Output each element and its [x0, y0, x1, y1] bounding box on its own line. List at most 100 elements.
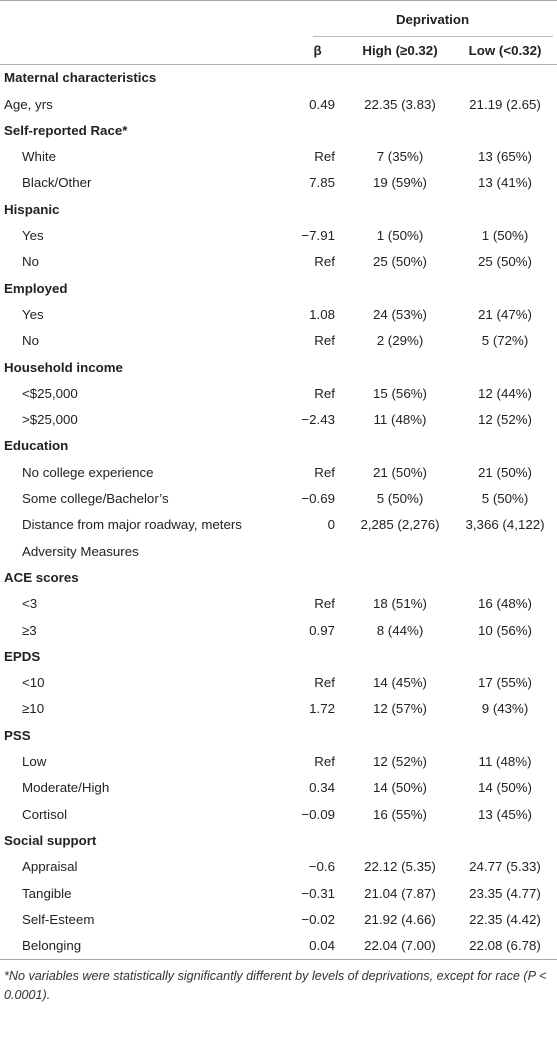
- table-row: <$25,000 Ref 15 (56%) 12 (44%): [0, 381, 557, 407]
- beta-cell: −7.91: [301, 228, 335, 244]
- table-row: Cortisol −0.09 16 (55%) 13 (45%): [0, 802, 557, 828]
- high-deprivation-cell: 21 (50%): [373, 464, 427, 480]
- beta-cell: 1.08: [309, 306, 335, 322]
- beta-cell: Ref: [314, 149, 335, 165]
- section-label: PSS: [4, 727, 31, 743]
- high-deprivation-cell: 21.92 (4.66): [364, 911, 436, 927]
- table-row: <10 Ref 14 (45%) 17 (55%): [0, 670, 557, 696]
- section-row: Household income: [0, 355, 557, 381]
- column-header-high: High (≥0.32): [362, 43, 438, 58]
- low-deprivation-cell: 13 (45%): [478, 806, 532, 822]
- low-deprivation-cell: 22.08 (6.78): [469, 938, 541, 954]
- beta-cell: Ref: [314, 385, 335, 401]
- row-label: <$25,000: [22, 385, 78, 401]
- high-deprivation-cell: 25 (50%): [373, 254, 427, 270]
- high-deprivation-cell: 14 (45%): [373, 675, 427, 691]
- high-deprivation-cell: 2 (29%): [376, 333, 424, 349]
- row-label: Cortisol: [22, 806, 68, 822]
- section-label: ACE scores: [4, 569, 79, 585]
- header-group-row: Deprivation: [0, 0, 557, 39]
- low-deprivation-cell: 14 (50%): [478, 780, 532, 796]
- beta-cell: 0.49: [309, 96, 335, 112]
- table-row: Self-Esteem −0.02 21.92 (4.66) 22.35 (4.42): [0, 907, 557, 933]
- table-row: No college experience Ref 21 (50%) 21 (50%): [0, 460, 557, 486]
- low-deprivation-cell: [453, 539, 557, 565]
- high-deprivation-cell: 12 (57%): [373, 701, 427, 717]
- low-deprivation-cell: 17 (55%): [478, 675, 532, 691]
- low-deprivation-cell: 24.77 (5.33): [469, 859, 541, 875]
- beta-cell: −0.02: [301, 911, 335, 927]
- beta-cell: −2.43: [301, 412, 335, 428]
- low-deprivation-cell: 10 (56%): [478, 622, 532, 638]
- beta-cell: −0.31: [301, 885, 335, 901]
- row-label: Distance from major roadway, meters: [22, 517, 242, 533]
- beta-cell: −0.6: [308, 859, 335, 875]
- low-deprivation-cell: 21 (47%): [478, 306, 532, 322]
- section-label: Employed: [4, 280, 68, 296]
- low-deprivation-cell: 5 (50%): [481, 491, 529, 507]
- row-label: Black/Other: [22, 175, 92, 191]
- beta-cell: −0.09: [301, 806, 335, 822]
- table-row: White Ref 7 (35%) 13 (65%): [0, 144, 557, 170]
- section-label: Maternal characteristics: [4, 70, 157, 86]
- high-deprivation-cell: 19 (59%): [373, 175, 427, 191]
- row-label: <3: [22, 596, 38, 612]
- low-deprivation-cell: 23.35 (4.77): [469, 885, 541, 901]
- row-label: ≥10: [22, 701, 45, 717]
- beta-cell: Ref: [314, 754, 335, 770]
- row-label: ≥3: [22, 622, 37, 638]
- beta-cell: Ref: [314, 464, 335, 480]
- table-row: Moderate/High 0.34 14 (50%) 14 (50%): [0, 775, 557, 801]
- low-deprivation-cell: 13 (41%): [478, 175, 532, 191]
- section-row: PSS: [0, 723, 557, 749]
- table-row: Tangible −0.31 21.04 (7.87) 23.35 (4.77): [0, 881, 557, 907]
- section-label: Social support: [4, 832, 97, 848]
- section-row: Self-reported Race*: [0, 118, 557, 144]
- row-label: No: [22, 254, 39, 270]
- row-label: Yes: [22, 306, 44, 322]
- high-deprivation-cell: 5 (50%): [376, 491, 424, 507]
- table-row: Some college/Bachelor’s −0.69 5 (50%) 5 (50…: [0, 486, 557, 512]
- table-row: Distance from major roadway, meters 0 2,28…: [0, 512, 557, 538]
- table-row: Yes 1.08 24 (53%) 21 (47%): [0, 302, 557, 328]
- beta-cell: Ref: [314, 333, 335, 349]
- beta-cell: 0.97: [309, 622, 335, 638]
- row-label: White: [22, 149, 56, 165]
- high-deprivation-cell: 21.04 (7.87): [364, 885, 436, 901]
- row-label: Age, yrs: [4, 96, 53, 112]
- low-deprivation-cell: 22.35 (4.42): [469, 911, 541, 927]
- section-label: Household income: [4, 359, 123, 375]
- row-label: >$25,000: [22, 412, 78, 428]
- row-label: Self-Esteem: [22, 911, 95, 927]
- low-deprivation-cell: 9 (43%): [481, 701, 529, 717]
- high-deprivation-cell: 11 (48%): [373, 412, 427, 428]
- section-label: Education: [4, 438, 69, 454]
- low-deprivation-cell: 11 (48%): [478, 754, 532, 770]
- beta-cell: 1.72: [309, 701, 335, 717]
- high-deprivation-cell: 18 (51%): [373, 596, 427, 612]
- beta-cell: 0.34: [309, 780, 335, 796]
- high-deprivation-cell: 15 (56%): [373, 385, 427, 401]
- beta-cell: [288, 539, 347, 565]
- table-footnote: *No variables were statistically signifi…: [4, 969, 547, 1003]
- low-deprivation-cell: 13 (65%): [478, 149, 532, 165]
- table-row: Age, yrs 0.49 22.35 (3.83) 21.19 (2.65): [0, 92, 557, 118]
- beta-cell: −0.69: [301, 491, 335, 507]
- table-container: Deprivation β High (≥0.32) Low (<0.32) M…: [0, 0, 557, 1003]
- row-label: Low: [22, 754, 47, 770]
- column-header-beta: β: [313, 43, 322, 58]
- table-row: No Ref 25 (50%) 25 (50%): [0, 249, 557, 275]
- section-label: EPDS: [4, 648, 41, 664]
- table-row: Low Ref 12 (52%) 11 (48%): [0, 749, 557, 775]
- low-deprivation-cell: 21.19 (2.65): [469, 96, 541, 112]
- row-label: Moderate/High: [22, 780, 110, 796]
- column-header-low: Low (<0.32): [468, 43, 542, 58]
- table-row: >$25,000 −2.43 11 (48%) 12 (52%): [0, 407, 557, 433]
- table-row: Yes −7.91 1 (50%) 1 (50%): [0, 223, 557, 249]
- header-columns-row: β High (≥0.32) Low (<0.32): [0, 38, 557, 65]
- high-deprivation-cell: 24 (53%): [373, 306, 427, 322]
- row-label: Tangible: [22, 885, 72, 901]
- section-label: Self-reported Race*: [4, 122, 128, 138]
- high-deprivation-cell: 1 (50%): [376, 228, 424, 244]
- beta-cell: Ref: [314, 254, 335, 270]
